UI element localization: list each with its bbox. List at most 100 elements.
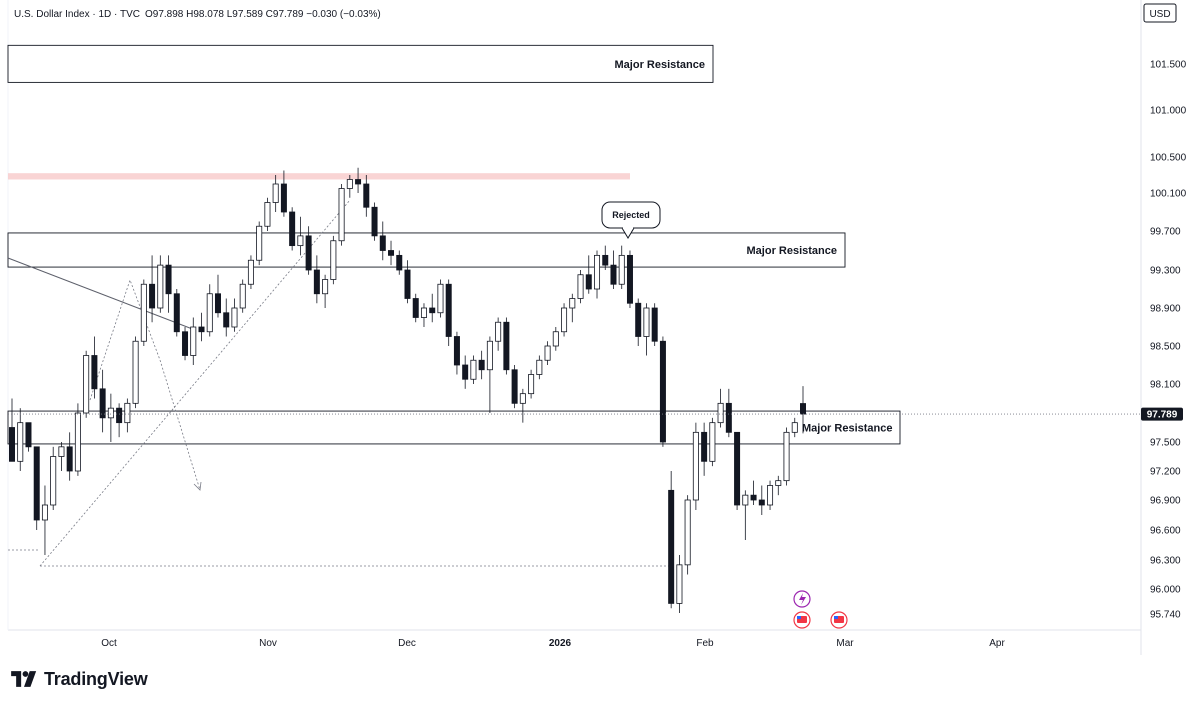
y-tick-label: 100.500 bbox=[1150, 153, 1187, 164]
tradingview-wordmark: TradingView bbox=[44, 668, 148, 689]
resistance-zone[interactable] bbox=[7, 44, 714, 83]
candle bbox=[668, 471, 675, 609]
x-tick-label: 2026 bbox=[549, 638, 572, 649]
candle bbox=[445, 279, 452, 346]
candle bbox=[182, 327, 189, 361]
candle bbox=[313, 255, 320, 304]
candle bbox=[486, 336, 493, 413]
candle bbox=[157, 255, 164, 313]
candle bbox=[610, 250, 617, 289]
currency-box[interactable] bbox=[1143, 3, 1177, 23]
candle bbox=[462, 355, 469, 389]
candle bbox=[190, 317, 197, 365]
candle bbox=[478, 350, 485, 380]
candle bbox=[396, 250, 403, 275]
candle bbox=[635, 298, 642, 346]
resistance-label: Major Resistance bbox=[802, 423, 892, 435]
candle bbox=[453, 331, 460, 375]
candle bbox=[132, 336, 139, 409]
candle bbox=[74, 403, 81, 476]
candle bbox=[8, 398, 15, 462]
rejected-label: Rejected bbox=[612, 210, 650, 220]
candle bbox=[519, 388, 526, 423]
highlight-zone bbox=[8, 173, 630, 180]
candle bbox=[198, 312, 205, 342]
candle bbox=[734, 431, 741, 510]
price-axis[interactable]: 101.500 101.000 100.500 100.100 99.700 99.300… bbox=[1150, 60, 1187, 621]
candle bbox=[379, 221, 386, 261]
candle bbox=[536, 355, 543, 380]
candle bbox=[585, 255, 592, 294]
y-tick-label: 98.500 bbox=[1150, 342, 1181, 353]
x-tick-label: Feb bbox=[696, 638, 714, 649]
y-tick-label: 98.100 bbox=[1150, 380, 1181, 391]
candle bbox=[420, 303, 427, 327]
candle bbox=[214, 274, 221, 318]
candle bbox=[561, 303, 568, 337]
currency-label: USD bbox=[1149, 9, 1170, 20]
candle bbox=[149, 255, 156, 323]
y-tick-label: 96.300 bbox=[1150, 556, 1181, 567]
candle bbox=[107, 393, 114, 442]
candle bbox=[470, 355, 477, 384]
candle bbox=[618, 245, 625, 289]
rejected-callout[interactable]: Rejected bbox=[601, 201, 661, 239]
candle bbox=[280, 170, 287, 217]
candle bbox=[206, 284, 213, 337]
resistance-label: Major Resistance bbox=[747, 245, 837, 257]
candle bbox=[412, 293, 419, 323]
candle bbox=[758, 485, 765, 515]
y-tick-label: 99.300 bbox=[1150, 266, 1181, 277]
candle bbox=[659, 336, 666, 447]
candle bbox=[544, 341, 551, 365]
candle bbox=[83, 350, 90, 418]
y-tick-label: 96.600 bbox=[1150, 526, 1181, 537]
candle bbox=[767, 480, 774, 510]
candle bbox=[25, 422, 32, 452]
y-tick-label: 101.000 bbox=[1150, 106, 1187, 117]
candle bbox=[503, 317, 510, 375]
x-tick-label: Nov bbox=[259, 638, 277, 649]
candle bbox=[577, 270, 584, 304]
event-markers[interactable] bbox=[793, 590, 848, 629]
candle bbox=[717, 388, 724, 428]
tradingview-brand[interactable]: TradingView bbox=[10, 666, 148, 692]
last-price-label: 97.789 bbox=[1147, 410, 1178, 421]
candle bbox=[528, 369, 535, 399]
candle bbox=[594, 250, 601, 299]
resistance-zone[interactable] bbox=[7, 232, 846, 268]
candle bbox=[58, 442, 65, 471]
candle bbox=[272, 175, 279, 212]
candle-series bbox=[8, 167, 807, 614]
y-tick-label: 95.740 bbox=[1150, 610, 1181, 621]
resistance-zone[interactable] bbox=[7, 410, 901, 445]
last-price-tag bbox=[1141, 407, 1183, 421]
candle bbox=[363, 175, 370, 217]
candle bbox=[289, 207, 296, 251]
candle bbox=[338, 184, 345, 246]
trendline[interactable] bbox=[7, 257, 196, 331]
lightning-glyph-icon bbox=[799, 593, 806, 605]
candle bbox=[355, 167, 362, 193]
candle bbox=[602, 245, 609, 270]
candle bbox=[643, 303, 650, 356]
candle bbox=[709, 417, 716, 467]
candle bbox=[569, 293, 576, 323]
candle bbox=[99, 369, 106, 433]
candle bbox=[256, 221, 263, 266]
candle bbox=[124, 398, 131, 433]
candle bbox=[626, 250, 633, 308]
time-axis[interactable]: Oct Nov Dec 2026 Feb Mar Apr bbox=[101, 638, 1005, 649]
drawing-layer bbox=[7, 199, 670, 567]
candle bbox=[91, 336, 98, 399]
candle bbox=[239, 279, 246, 313]
candle bbox=[701, 422, 708, 476]
y-tick-label: 100.100 bbox=[1150, 189, 1187, 200]
candle bbox=[247, 255, 254, 289]
candle bbox=[116, 403, 123, 438]
candle bbox=[330, 235, 337, 285]
candle bbox=[437, 279, 444, 318]
candle bbox=[41, 485, 48, 555]
candle bbox=[17, 408, 24, 471]
